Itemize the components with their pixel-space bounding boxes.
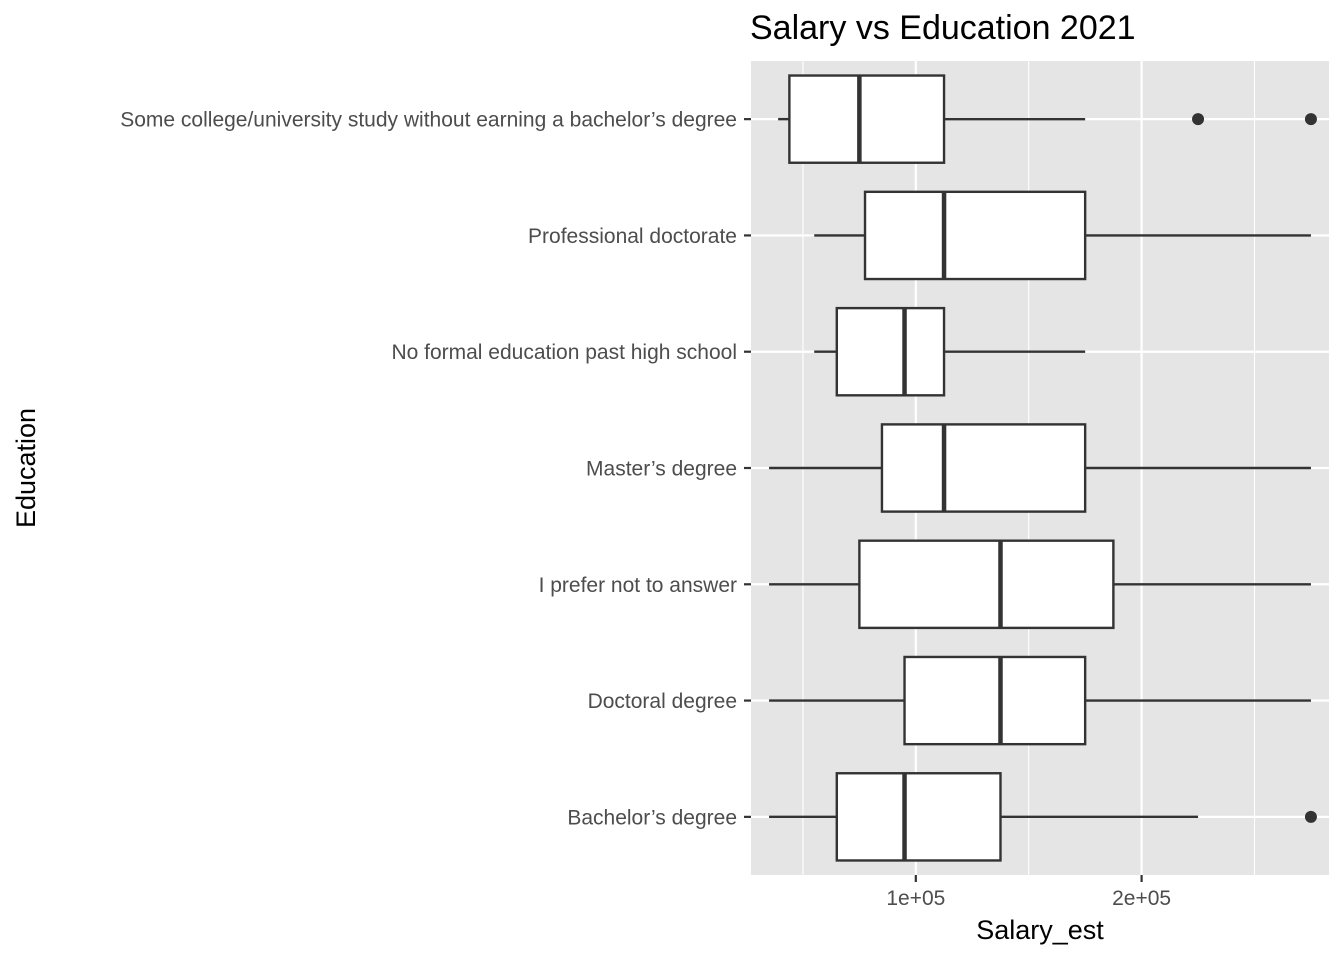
box-group [769,655,1311,746]
iqr-box [863,190,1087,281]
x-axis-title: Salary_est [976,915,1104,945]
boxes-layer [769,74,1317,862]
iqr-box [788,74,946,164]
box-group [778,74,1317,164]
y-tick-label: Bachelor’s degree [567,806,737,829]
y-tick-label: Master’s degree [586,458,737,481]
y-axis: Some college/university study without ea… [120,109,751,829]
y-tick-label: Professional doctorate [528,225,737,248]
x-tick-label: 1e+05 [886,887,945,910]
outlier-point [1192,113,1205,126]
iqr-box [835,306,946,397]
iqr-box [880,423,1087,513]
chart-title: Salary vs Education 2021 [750,9,1136,47]
box-group [769,772,1317,862]
box-group [769,539,1311,630]
outlier-point [1304,810,1317,823]
x-tick-label: 2e+05 [1112,887,1171,910]
iqr-box [903,655,1087,746]
y-tick-label: I prefer not to answer [539,574,737,597]
iqr-box [858,539,1115,630]
box-group [814,306,1086,397]
iqr-box [835,772,1002,862]
box-group [814,190,1311,281]
y-tick-label: Doctoral degree [588,690,737,713]
y-tick-label: No formal education past high school [391,341,737,364]
y-axis-title: Education [11,408,41,528]
x-axis: 1e+05 2e+05 [886,875,1171,910]
outlier-point [1304,113,1317,126]
y-tick-label: Some college/university study without ea… [120,109,737,132]
box-group [769,423,1311,513]
